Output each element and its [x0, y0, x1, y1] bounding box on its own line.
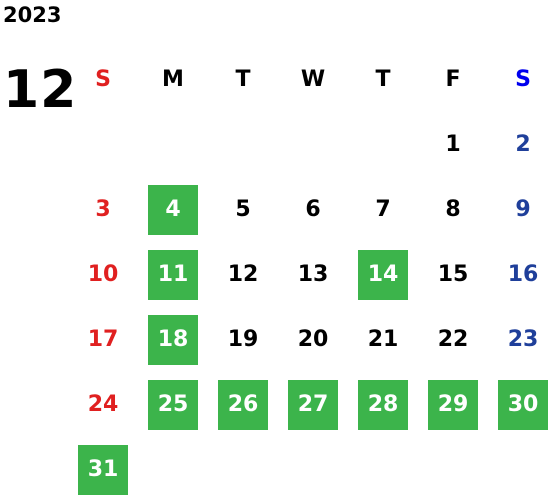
- day-cell[interactable]: 20: [297, 327, 329, 352]
- day-cell[interactable]: 17: [87, 327, 119, 352]
- day-cell[interactable]: 11: [148, 250, 198, 300]
- day-cell[interactable]: 21: [367, 327, 399, 352]
- day-cell[interactable]: 24: [87, 392, 119, 417]
- day-cell[interactable]: 10: [87, 262, 119, 287]
- weekday-label: T: [235, 67, 251, 92]
- day-cell[interactable]: 16: [507, 262, 539, 287]
- day-cell[interactable]: 6: [305, 197, 321, 222]
- day-cell[interactable]: 1: [445, 132, 461, 157]
- weekday-label: S: [515, 67, 531, 92]
- weekday-label: M: [162, 67, 184, 92]
- weekday-label: T: [375, 67, 391, 92]
- day-cell[interactable]: 27: [288, 380, 338, 430]
- year: 2023: [3, 3, 62, 27]
- day-cell[interactable]: 22: [437, 327, 469, 352]
- weekday-label: F: [445, 67, 461, 92]
- day-cell[interactable]: 4: [148, 185, 198, 235]
- day-cell[interactable]: 25: [148, 380, 198, 430]
- day-cell[interactable]: 18: [148, 315, 198, 365]
- day-cell[interactable]: 14: [358, 250, 408, 300]
- day-cell[interactable]: 3: [95, 197, 111, 222]
- day-cell[interactable]: 26: [218, 380, 268, 430]
- day-cell[interactable]: 9: [515, 197, 531, 222]
- day-cell[interactable]: 12: [227, 262, 259, 287]
- day-cell[interactable]: 30: [498, 380, 548, 430]
- weekday-label: W: [300, 67, 326, 92]
- weekday-label: S: [95, 67, 111, 92]
- month: 12: [3, 60, 78, 120]
- day-cell[interactable]: 7: [375, 197, 391, 222]
- day-cell[interactable]: 5: [235, 197, 251, 222]
- day-cell[interactable]: 23: [507, 327, 539, 352]
- day-cell[interactable]: 28: [358, 380, 408, 430]
- day-cell[interactable]: 13: [297, 262, 329, 287]
- day-cell[interactable]: 31: [78, 445, 128, 495]
- day-cell[interactable]: 29: [428, 380, 478, 430]
- day-cell[interactable]: 8: [445, 197, 461, 222]
- day-cell[interactable]: 19: [227, 327, 259, 352]
- day-cell[interactable]: 15: [437, 262, 469, 287]
- day-cell[interactable]: 2: [515, 132, 531, 157]
